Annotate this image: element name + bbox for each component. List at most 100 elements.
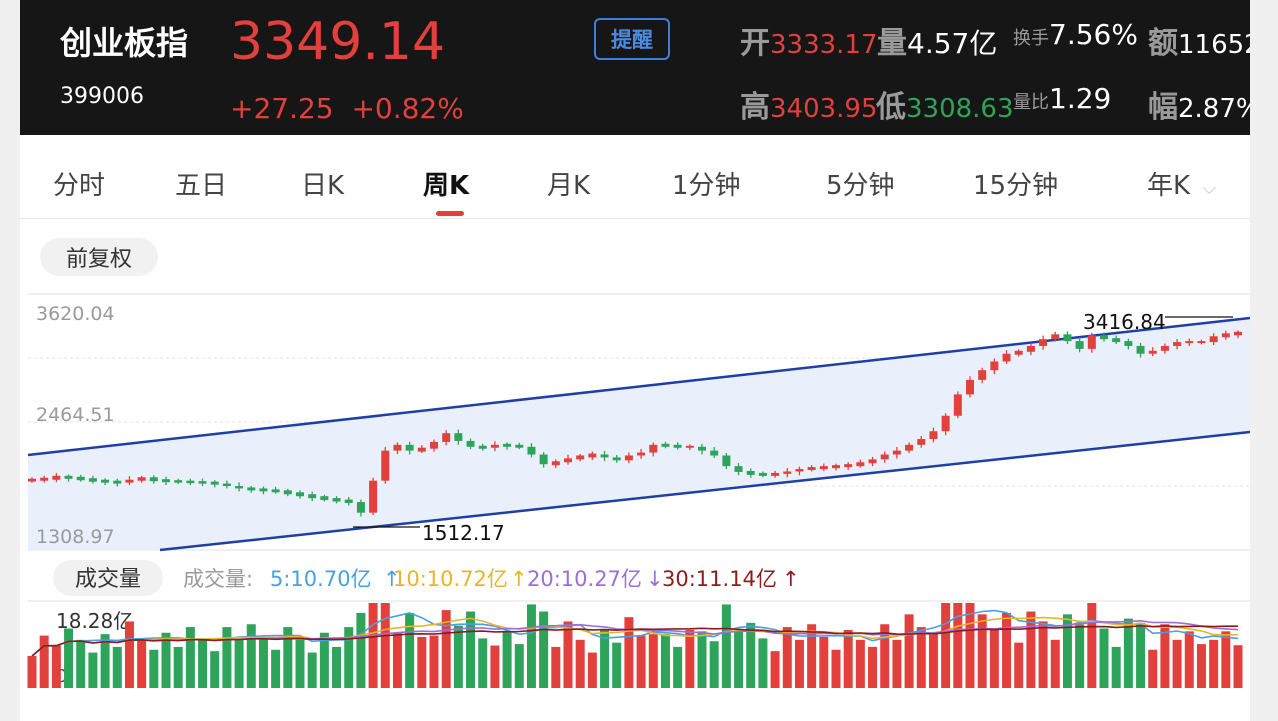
volume-bar	[466, 611, 476, 688]
tab-intraday[interactable]: 分时	[53, 171, 106, 201]
tab-yearly-k[interactable]: 年K ⌵	[1147, 165, 1216, 202]
candle-body	[941, 415, 950, 432]
candle-body	[953, 394, 962, 416]
volume-ratio-label: 量比	[1013, 92, 1049, 113]
alert-button[interactable]: 提醒	[594, 18, 670, 60]
kline-chart[interactable]: 3620.04 2464.51 1308.97 3416.84 1512.17 …	[20, 0, 1250, 721]
candle-body	[892, 450, 901, 455]
candle-body	[52, 475, 61, 480]
volume-bar	[478, 638, 488, 688]
candle-body	[734, 466, 743, 472]
candle-body	[490, 444, 499, 448]
volume-bar	[843, 629, 853, 688]
volume-bar	[1123, 618, 1133, 688]
candle-body	[1209, 336, 1218, 343]
candle-body	[430, 441, 438, 449]
volume-bar	[344, 627, 354, 688]
candle-body	[356, 502, 365, 513]
candle-body	[1197, 341, 1206, 344]
volume-ma20: 20:10.27亿	[527, 567, 642, 591]
candle-body	[856, 462, 865, 467]
tab-five-day[interactable]: 五日	[175, 171, 228, 201]
candle-body	[527, 446, 536, 455]
turnover-label: 换手	[1013, 28, 1049, 49]
volume-ma5: 5:10.70亿	[270, 567, 372, 591]
candle-body	[649, 444, 658, 453]
volume-bar	[721, 604, 731, 688]
tab-monthly-k[interactable]: 月K	[547, 171, 591, 201]
volume-bar	[112, 646, 122, 688]
volume-bar	[709, 641, 719, 688]
volume-zero-label: 0	[56, 666, 67, 687]
volume-bar	[1075, 624, 1085, 688]
candle-body	[1014, 350, 1023, 355]
volume-bar	[1038, 621, 1048, 688]
volume-bar	[563, 621, 573, 688]
volume-bar	[782, 627, 792, 688]
candle-body	[612, 457, 621, 461]
candle-body	[868, 459, 877, 464]
candle-body	[1136, 345, 1145, 354]
high-stat: 高3403.95	[740, 82, 878, 126]
candle-body	[198, 481, 207, 484]
candle-body	[186, 480, 195, 484]
volume-bar	[636, 635, 646, 688]
volume-bar	[27, 655, 37, 688]
volume-bar	[1062, 614, 1072, 688]
volume-bar	[794, 639, 804, 688]
candle-body	[332, 498, 341, 502]
candle-body	[1075, 341, 1084, 349]
volume-bar	[88, 652, 98, 688]
current-price: 3349.14	[230, 12, 446, 72]
candle-body	[1173, 342, 1182, 346]
volume-bar	[295, 639, 305, 688]
candle-body	[259, 488, 268, 492]
volume-bar	[892, 639, 902, 688]
open-stat: 开3333.17	[740, 18, 878, 62]
volume-bar	[124, 621, 134, 688]
volume-ma-lines	[31, 609, 1239, 657]
turnover-stat: 换手7.56%	[1013, 18, 1138, 51]
volume-bar	[332, 646, 342, 688]
tab-daily-k[interactable]: 日K	[301, 171, 345, 201]
high-marker-label: 3416.84	[1083, 310, 1166, 334]
candle-body	[624, 455, 633, 461]
candle-body	[795, 469, 804, 472]
channel-lower-line	[159, 430, 1250, 552]
volume-bar	[210, 651, 220, 688]
volume-bar	[697, 631, 707, 688]
volume-bar	[405, 612, 415, 688]
candle-body	[101, 479, 110, 483]
change-value: +27.25	[230, 92, 334, 125]
quote-header: 创业板指 399006 3349.14 +27.25 +0.82% 提醒 开33…	[20, 0, 1250, 135]
app-window: 创业板指 399006 3349.14 +27.25 +0.82% 提醒 开33…	[20, 0, 1250, 721]
volume-bar	[770, 651, 780, 688]
candle-body	[271, 489, 280, 493]
volume-ma-line	[31, 616, 1239, 657]
volume-ratio-value: 1.29	[1049, 82, 1112, 115]
candle-body	[137, 477, 146, 481]
volume-bar	[502, 631, 512, 688]
tab-weekly-k[interactable]: 周K	[423, 171, 470, 201]
open-label: 开	[740, 26, 770, 61]
tab-5-minute[interactable]: 5分钟	[826, 171, 895, 201]
candle-body	[819, 466, 828, 470]
candle-body	[1221, 333, 1230, 338]
candle-body	[1100, 335, 1108, 340]
adjust-selector[interactable]: 前复权	[40, 238, 158, 276]
volume-bar	[855, 639, 865, 688]
y-label-bottom: 1308.97	[36, 526, 115, 548]
volume-bar	[928, 634, 938, 688]
candle-body	[1185, 341, 1194, 344]
low-label: 低	[876, 90, 906, 125]
volume-bar	[551, 646, 561, 688]
volume-bar	[514, 644, 524, 688]
tab-15-minute[interactable]: 15分钟	[973, 171, 1059, 201]
amplitude-value: 2.87%	[1178, 94, 1250, 124]
candle-body	[113, 480, 122, 484]
candle-body	[576, 455, 585, 460]
volume-bar	[734, 631, 744, 688]
volume-bar	[319, 632, 329, 688]
volume-bar	[1196, 644, 1206, 688]
tab-1-minute[interactable]: 1分钟	[672, 171, 741, 201]
